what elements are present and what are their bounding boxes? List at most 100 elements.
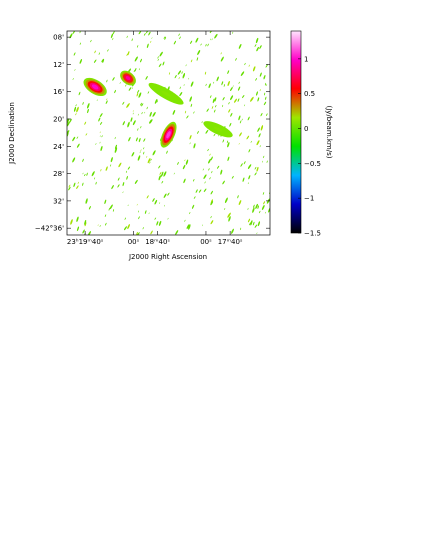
noise-speck: [258, 133, 261, 138]
noise-speck: [210, 220, 214, 225]
noise-speck: [257, 97, 260, 102]
noise-speck: [188, 77, 190, 80]
noise-speck: [265, 113, 268, 117]
noise-speck: [189, 142, 191, 145]
noise-speck: [84, 121, 87, 125]
noise-speck: [88, 205, 91, 210]
noise-speck: [204, 181, 206, 184]
noise-speck: [91, 171, 95, 177]
colorbar-tick-label: 0.5: [304, 90, 315, 98]
noise-speck: [94, 50, 96, 54]
x-tick-label: 23ʰ19ᵐ40ˢ: [67, 238, 104, 246]
noise-speck: [143, 147, 145, 150]
y-tick-label: 20': [53, 116, 64, 124]
noise-speck: [143, 138, 146, 142]
noise-speck: [257, 205, 259, 209]
source-level: [125, 76, 131, 81]
noise-speck: [259, 72, 262, 77]
noise-speck: [157, 58, 160, 61]
noise-speck: [249, 222, 251, 226]
noise-speck: [99, 131, 101, 134]
noise-speck: [126, 35, 128, 39]
noise-speck: [201, 121, 203, 124]
noise-speck: [173, 40, 177, 45]
noise-speck: [159, 171, 162, 175]
noise-speck: [264, 211, 266, 214]
noise-speck: [100, 146, 103, 151]
noise-speck: [104, 199, 107, 204]
noise-speck: [229, 122, 232, 127]
noise-speck: [228, 216, 231, 222]
noise-speck: [76, 143, 80, 148]
noise-speck: [138, 92, 142, 98]
noise-speck: [190, 81, 194, 87]
noise-speck: [262, 155, 265, 159]
noise-speck: [227, 142, 230, 148]
noise-speck: [126, 103, 130, 108]
noise-speck: [79, 59, 82, 64]
noise-speck: [239, 132, 242, 137]
noise-speck: [210, 201, 214, 206]
noise-speck: [220, 56, 224, 62]
noise-speck: [164, 36, 167, 40]
noise-speck: [211, 170, 213, 174]
noise-speck: [188, 224, 191, 230]
noise-speck: [143, 33, 146, 36]
noise-speck: [151, 37, 153, 39]
noise-speck: [82, 172, 84, 175]
noise-speck: [149, 119, 153, 124]
noise-speck: [214, 104, 217, 108]
noise-speck: [96, 99, 98, 102]
noise-speck: [253, 66, 256, 72]
noise-speck: [184, 110, 187, 114]
noise-speck: [189, 134, 192, 140]
noise-speck: [106, 98, 108, 101]
noise-speck: [68, 184, 71, 188]
noise-speck: [114, 89, 116, 94]
noise-speck: [78, 91, 81, 96]
noise-speck: [222, 104, 224, 108]
noise-speck: [168, 72, 171, 75]
noise-speck: [237, 98, 240, 102]
noise-speck: [146, 106, 148, 110]
noise-speck: [264, 82, 267, 86]
noise-speck: [127, 51, 130, 56]
noise-speck: [136, 203, 138, 206]
noise-speck: [220, 169, 223, 175]
noise-speck: [146, 195, 149, 199]
noise-speck: [136, 45, 139, 48]
noise-speck: [95, 181, 97, 185]
y-tick-label: 12': [53, 61, 64, 69]
noise-speck: [130, 117, 133, 122]
noise-speck: [99, 113, 103, 118]
noise-speck: [159, 51, 163, 57]
noise-speck: [98, 117, 101, 122]
noise-speck: [90, 39, 92, 43]
noise-speck: [250, 96, 254, 102]
noise-speck: [214, 97, 217, 102]
noise-speck: [238, 81, 240, 84]
noise-speck: [256, 140, 260, 146]
noise-speck: [76, 106, 79, 113]
noise-speck: [262, 160, 264, 163]
source: [160, 121, 177, 148]
noise-speck: [189, 96, 192, 102]
noise-speck: [255, 78, 257, 81]
noise-speck: [261, 205, 265, 210]
noise-speck: [137, 210, 139, 213]
noise-speck: [83, 173, 86, 177]
noise-speck: [232, 31, 234, 34]
colorbar-tick-label: 1: [304, 55, 308, 63]
noise-speck: [93, 59, 97, 63]
noise-speck: [100, 168, 102, 172]
y-tick-label: 32': [53, 197, 64, 205]
noise-speck: [181, 71, 183, 74]
source-level: [213, 126, 223, 132]
y-tick-label: −42°36': [35, 225, 64, 233]
noise-speck: [76, 185, 79, 190]
noise-speck: [82, 229, 85, 234]
noise-speck: [178, 33, 180, 36]
noise-speck: [223, 207, 226, 211]
noise-layer: [67, 31, 270, 235]
noise-speck: [193, 111, 195, 114]
